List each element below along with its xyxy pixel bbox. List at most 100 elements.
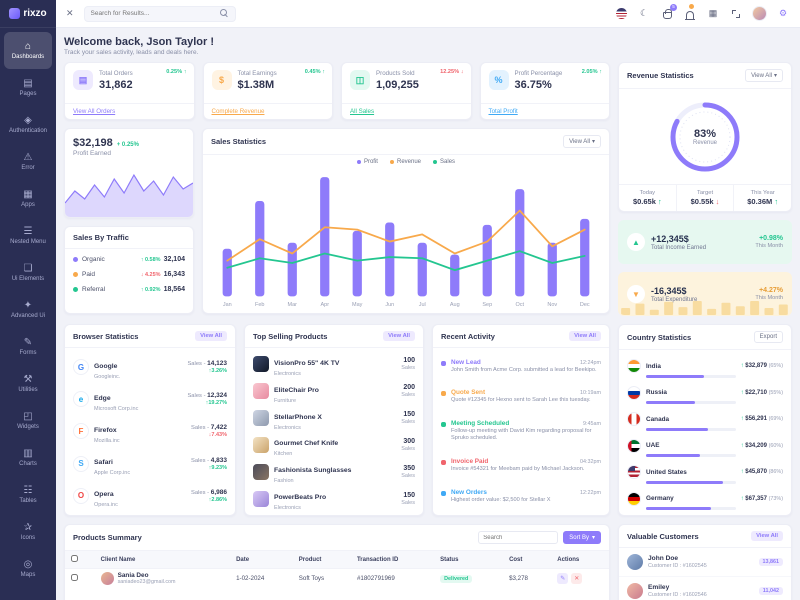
view-all-link[interactable]: View All xyxy=(569,331,601,341)
stat-title: Products Sold xyxy=(376,70,415,77)
expenditure-bar-sparkline xyxy=(621,301,788,315)
layers-icon: ❏ xyxy=(23,262,33,274)
view-all-orders-link[interactable]: View All Orders xyxy=(73,108,116,115)
activity-dot-icon xyxy=(441,460,446,466)
table-row: Sania Deo saniadeo23@gmail.com 1-02-2024 … xyxy=(65,568,609,588)
all-sales-link[interactable]: All Sales xyxy=(350,108,375,115)
view-all-link[interactable]: View All xyxy=(195,331,227,341)
global-search[interactable] xyxy=(83,5,236,22)
customer-name: Emiley xyxy=(648,584,670,591)
sidebar-item-advanced-ui[interactable]: ✦ Advanced Ui xyxy=(4,291,52,328)
sidebar-item-tables[interactable]: ☷ Tables xyxy=(4,476,52,513)
sidebar-item-label: Ui Elements xyxy=(11,275,45,282)
view-all-dropdown[interactable]: View All ▾ xyxy=(745,69,783,82)
table-search-input[interactable] xyxy=(478,531,559,544)
search-input[interactable] xyxy=(90,10,216,17)
select-all-checkbox[interactable] xyxy=(71,555,78,562)
up-arrow-icon: ↑ xyxy=(208,496,212,503)
sidebar-item-widgets[interactable]: ◰ Widgets xyxy=(4,402,52,439)
sidebar-item-forms[interactable]: ✎ Forms xyxy=(4,328,52,365)
row-checkbox[interactable] xyxy=(71,574,78,581)
sidebar-item-utilities[interactable]: ⚒ Utilities xyxy=(4,365,52,402)
customer-id: Customer ID : #1602545 xyxy=(648,563,707,569)
export-button[interactable]: Export xyxy=(753,331,783,343)
view-all-link[interactable]: View All xyxy=(383,331,415,341)
top-header: ✕ ☾ 5 ▦ ⚙ xyxy=(56,0,800,28)
column-header[interactable]: Cost xyxy=(503,551,552,569)
delete-icon[interactable]: ✕ xyxy=(571,573,583,584)
view-all-link[interactable]: View All xyxy=(751,531,783,541)
bell-icon xyxy=(685,10,695,20)
up-arrow-icon: ↑ xyxy=(183,69,187,75)
traffic-value: 18,564 xyxy=(163,286,185,293)
grid-icon: ▦ xyxy=(708,8,718,18)
sidebar-item-label: Maps xyxy=(20,571,36,578)
sidebar-item-apps[interactable]: ▦ Apps xyxy=(4,180,52,217)
fullscreen-button[interactable] xyxy=(729,7,743,21)
sidebar-item-ui-elements[interactable]: ❏ Ui Elements xyxy=(4,254,52,291)
sidebar-item-label: Authentication xyxy=(8,127,48,134)
sidebar-item-pages[interactable]: ▤ Pages xyxy=(4,69,52,106)
traffic-value: 16,343 xyxy=(163,271,185,278)
total-expenditure-card: ▼ -16,345$ Total Expenditure +4.27% This… xyxy=(618,272,792,316)
profit-percentage-card: % Profit Percentage 36.75% 2.05% ↑ Total… xyxy=(479,62,610,120)
sort-by-button[interactable]: Sort By ▾ xyxy=(563,531,601,544)
product-thumbnail xyxy=(253,410,269,427)
view-all-dropdown[interactable]: View All ▾ xyxy=(563,135,601,148)
revenue-mini-stats: Today $0.65k ↑ Target $0.55k ↓ This Year $0… xyxy=(619,184,791,211)
menu-icon: ☰ xyxy=(23,225,33,237)
income-value: +12,345$ xyxy=(651,233,689,244)
column-header[interactable]: Transaction ID xyxy=(350,551,435,569)
column-header[interactable]: Product xyxy=(292,551,351,569)
country-row-canada: Canada ↑ $56,291 (69%) xyxy=(627,408,783,431)
language-flag-button[interactable] xyxy=(614,7,628,21)
sidebar-item-authentication[interactable]: ◈ Authentication xyxy=(4,106,52,143)
edit-icon[interactable]: ✎ xyxy=(557,573,569,584)
gauge-label: Revenue xyxy=(692,139,718,146)
product-thumbnail xyxy=(253,436,269,453)
product-row: EliteChair Pro Furniture 200 Sales xyxy=(253,379,415,404)
expense-label: Total Expenditure xyxy=(651,296,698,303)
country-row-india: India ↑ $32,879 (65%) xyxy=(627,355,783,378)
complete-revenue-link[interactable]: Complete Revenue xyxy=(211,108,265,115)
home-icon: ⌂ xyxy=(24,40,32,52)
theme-toggle-button[interactable]: ☾ xyxy=(637,7,651,21)
customer-name: John Doe xyxy=(648,555,679,562)
search-icon xyxy=(219,9,229,18)
column-header[interactable]: Status xyxy=(434,551,504,569)
close-icon[interactable]: ✕ xyxy=(66,8,74,18)
sidebar-item-icons[interactable]: ✰ Icons xyxy=(4,513,52,550)
radial-gauge-chart xyxy=(670,102,740,171)
total-profit-link[interactable]: Total Profit xyxy=(488,108,518,115)
notifications-button[interactable] xyxy=(683,3,697,21)
activity-item: Quote Sent 10:19am Quote #12345 for Hexno … xyxy=(441,389,601,404)
x-axis-label: Jul xyxy=(418,302,426,308)
card-title: Top Selling Products xyxy=(253,331,328,341)
sidebar-item-dashboards[interactable]: ⌂ Dashboards xyxy=(4,32,52,69)
sidebar-item-nested-menu[interactable]: ☰ Nested Menu xyxy=(4,217,52,254)
settings-button[interactable]: ⚙ xyxy=(776,7,790,21)
user-avatar[interactable] xyxy=(752,6,767,21)
cart-button[interactable]: 5 xyxy=(660,3,677,21)
sidebar-item-error[interactable]: ⚠ Error xyxy=(4,143,52,180)
column-header[interactable]: Date xyxy=(230,551,293,569)
app-logo[interactable]: rixzo xyxy=(0,0,56,28)
stat-title: Total Orders xyxy=(99,70,133,77)
card-title: Sales By Traffic xyxy=(73,233,129,242)
apps-grid-button[interactable]: ▦ xyxy=(706,7,720,21)
progress-bar xyxy=(646,374,705,378)
profit-area-chart xyxy=(65,173,193,217)
sidebar: rixzo ⌂ Dashboards ▤ Pages ◈ Authentication… xyxy=(0,0,56,600)
sidebar-item-maps[interactable]: ◎ Maps xyxy=(4,550,52,587)
sidebar-item-charts[interactable]: ▥ Charts xyxy=(4,439,52,476)
column-header[interactable]: Client Name xyxy=(94,551,231,569)
profit-percentage-icon: % xyxy=(488,70,509,90)
activity-item: Meeting Scheduled 9:45am Follow-up meeting… xyxy=(441,420,601,443)
card-title: Revenue Statistics xyxy=(627,71,694,80)
column-header[interactable]: Actions xyxy=(551,551,609,569)
moon-icon: ☾ xyxy=(639,8,649,18)
up-arrow-icon: ↑ xyxy=(322,69,325,75)
up-arrow-icon: ↑ xyxy=(740,469,744,476)
referral-dot-icon xyxy=(73,287,78,292)
up-arrow-icon: ↑ xyxy=(657,197,662,206)
